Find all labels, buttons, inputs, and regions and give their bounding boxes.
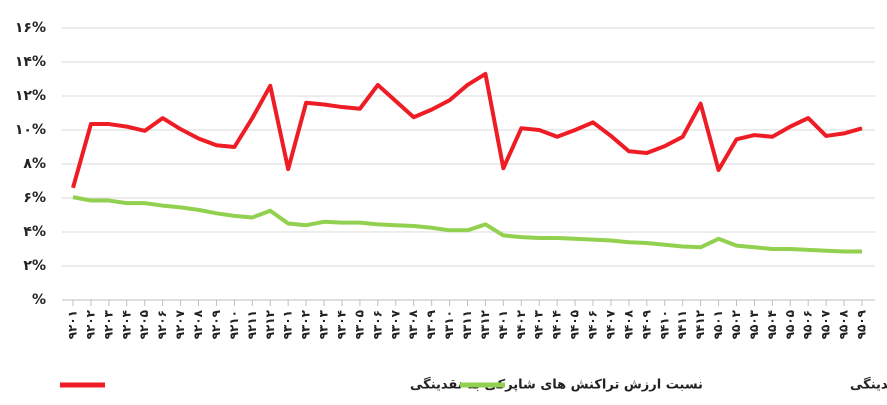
x-tick-label: ۹۳۱۰ xyxy=(442,310,456,339)
x-tick-label: ۹۲۰۲ xyxy=(83,309,97,339)
x-tick-label: ۹۴۰۱ xyxy=(496,310,510,339)
x-tick-label: ۹۳۰۵ xyxy=(352,310,366,339)
x-tick-label: ۹۲۰۷ xyxy=(173,309,187,339)
y-tick-label: ۶% xyxy=(23,190,46,206)
x-tick-label: ۹۳۰۷ xyxy=(388,309,402,339)
y-tick-label: % xyxy=(32,292,46,308)
x-tick-label: ۹۴۰۲ xyxy=(514,309,528,339)
x-tick-label: ۹۲۰۵ xyxy=(137,310,151,339)
y-tick-label: ۱۶% xyxy=(15,20,46,36)
x-tick-label: ۹۳۰۱ xyxy=(281,310,295,339)
x-tick-label: ۹۵۰۹ xyxy=(855,309,869,339)
x-tick-label: ۹۳۰۳ xyxy=(317,309,331,339)
x-tick-label: ۹۲۰۳ xyxy=(101,309,115,339)
x-tick-label: ۹۵۰۸ xyxy=(837,309,851,339)
x-tick-label: ۹۲۰۹ xyxy=(209,309,223,339)
legend-label: نسبت اسکناس و مسکوک در دست اشخاص به نقدی… xyxy=(850,377,887,393)
y-tick-label: ۱۲% xyxy=(15,88,46,104)
x-tick-label: ۹۲۰۴ xyxy=(119,310,133,339)
x-tick-label: ۹۳۱۲ xyxy=(478,309,492,339)
x-tick-label: ۹۲۱۲ xyxy=(263,309,277,339)
x-tick-label: ۹۲۱۰ xyxy=(227,310,241,339)
x-tick-label: ۹۴۰۸ xyxy=(621,309,635,339)
data-line xyxy=(72,195,862,254)
legend-label: نسبت ارزش تراکنش های شاپرکی به نقدینگی xyxy=(410,377,703,393)
x-tick-label: ۹۴۱۲ xyxy=(693,309,707,339)
x-tick-label: ۹۳۰۶ xyxy=(370,310,384,339)
x-tick-label: ۹۴۱۱ xyxy=(675,310,689,339)
x-tick-label: ۹۴۰۵ xyxy=(568,310,582,339)
x-tick-label: ۹۴۰۳ xyxy=(532,309,546,339)
x-tick-label: ۹۵۰۷ xyxy=(819,309,833,339)
x-tick-label: ۹۴۰۶ xyxy=(586,310,600,339)
y-tick-label: ۸% xyxy=(23,156,46,172)
x-tick-label: ۹۲۰۱ xyxy=(66,310,80,339)
x-tick-label: ۹۲۰۶ xyxy=(155,310,169,339)
y-tick-label: ۲% xyxy=(23,258,46,274)
x-tick-label: ۹۴۰۷ xyxy=(603,309,617,339)
y-tick-label: ۴% xyxy=(23,224,46,240)
x-tick-label: ۹۳۰۲ xyxy=(299,309,313,339)
x-tick-label: ۹۵۰۲ xyxy=(729,309,743,339)
x-tick-label: ۹۲۰۸ xyxy=(191,309,205,339)
x-tick-label: ۹۴۰۴ xyxy=(550,310,564,339)
x-tick-label: ۹۵۰۵ xyxy=(783,310,797,339)
x-tick-label: ۹۵۰۳ xyxy=(747,309,761,339)
y-tick-label: ۱۰% xyxy=(15,122,46,138)
x-tick-label: ۹۳۰۸ xyxy=(406,309,420,339)
x-tick-label: ۹۳۱۱ xyxy=(460,310,474,339)
y-tick-label: ۱۴% xyxy=(15,54,46,70)
x-tick-label: ۹۴۱۰ xyxy=(657,310,671,339)
x-tick-label: ۹۳۰۴ xyxy=(334,310,348,339)
x-tick-label: ۹۵۰۱ xyxy=(711,310,725,339)
x-tick-label: ۹۳۰۹ xyxy=(424,309,438,339)
data-line xyxy=(71,71,863,189)
x-tick-label: ۹۵۰۶ xyxy=(801,310,815,339)
x-tick-label: ۹۲۱۱ xyxy=(245,310,259,339)
x-tick-label: ۹۴۰۹ xyxy=(639,309,653,339)
x-tick-label: ۹۵۰۴ xyxy=(765,310,779,339)
